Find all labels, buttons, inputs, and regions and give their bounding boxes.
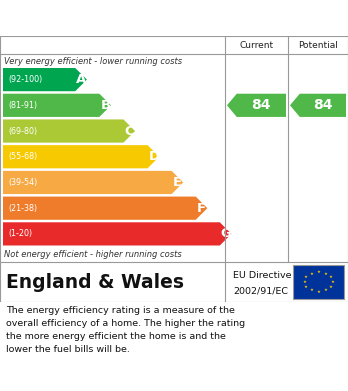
Text: (69-80): (69-80) bbox=[8, 127, 37, 136]
Text: E: E bbox=[173, 176, 182, 189]
Text: ★: ★ bbox=[324, 272, 327, 276]
Text: ★: ★ bbox=[317, 271, 321, 274]
Text: ★: ★ bbox=[304, 275, 308, 279]
Text: ★: ★ bbox=[309, 288, 313, 292]
Text: F: F bbox=[197, 202, 206, 215]
Text: D: D bbox=[149, 150, 160, 163]
Polygon shape bbox=[3, 171, 183, 194]
Bar bbox=[293, 265, 344, 299]
Text: ★: ★ bbox=[309, 272, 313, 276]
Text: G: G bbox=[221, 228, 232, 240]
Text: (81-91): (81-91) bbox=[8, 101, 37, 110]
Text: 2002/91/EC: 2002/91/EC bbox=[233, 286, 288, 295]
Text: EU Directive: EU Directive bbox=[233, 271, 292, 280]
Polygon shape bbox=[3, 222, 231, 246]
Text: (55-68): (55-68) bbox=[8, 152, 37, 161]
Polygon shape bbox=[290, 94, 346, 117]
Text: Potential: Potential bbox=[298, 41, 338, 50]
Text: ★: ★ bbox=[324, 288, 327, 292]
Text: (92-100): (92-100) bbox=[8, 75, 42, 84]
Polygon shape bbox=[227, 94, 286, 117]
Text: ★: ★ bbox=[302, 280, 306, 284]
Text: (21-38): (21-38) bbox=[8, 204, 37, 213]
Text: Very energy efficient - lower running costs: Very energy efficient - lower running co… bbox=[4, 57, 182, 66]
Polygon shape bbox=[3, 119, 135, 143]
Polygon shape bbox=[3, 94, 111, 117]
Text: ★: ★ bbox=[317, 289, 321, 294]
Text: Current: Current bbox=[239, 41, 274, 50]
Text: B: B bbox=[100, 99, 110, 112]
Text: ★: ★ bbox=[329, 275, 333, 279]
Text: C: C bbox=[125, 125, 134, 138]
Text: ★: ★ bbox=[329, 285, 333, 289]
Polygon shape bbox=[3, 68, 87, 91]
Text: 84: 84 bbox=[313, 98, 333, 112]
Polygon shape bbox=[3, 197, 207, 220]
Text: The energy efficiency rating is a measure of the
overall efficiency of a home. T: The energy efficiency rating is a measur… bbox=[6, 306, 245, 353]
Text: Not energy efficient - higher running costs: Not energy efficient - higher running co… bbox=[4, 250, 182, 259]
Text: ★: ★ bbox=[331, 280, 335, 284]
Text: England & Wales: England & Wales bbox=[6, 273, 184, 292]
Text: ★: ★ bbox=[304, 285, 308, 289]
Text: A: A bbox=[76, 73, 87, 86]
Text: Energy Efficiency Rating: Energy Efficiency Rating bbox=[8, 11, 229, 25]
Polygon shape bbox=[3, 145, 159, 169]
Text: (39-54): (39-54) bbox=[8, 178, 37, 187]
Text: (1-20): (1-20) bbox=[8, 230, 32, 239]
Text: 84: 84 bbox=[252, 98, 271, 112]
